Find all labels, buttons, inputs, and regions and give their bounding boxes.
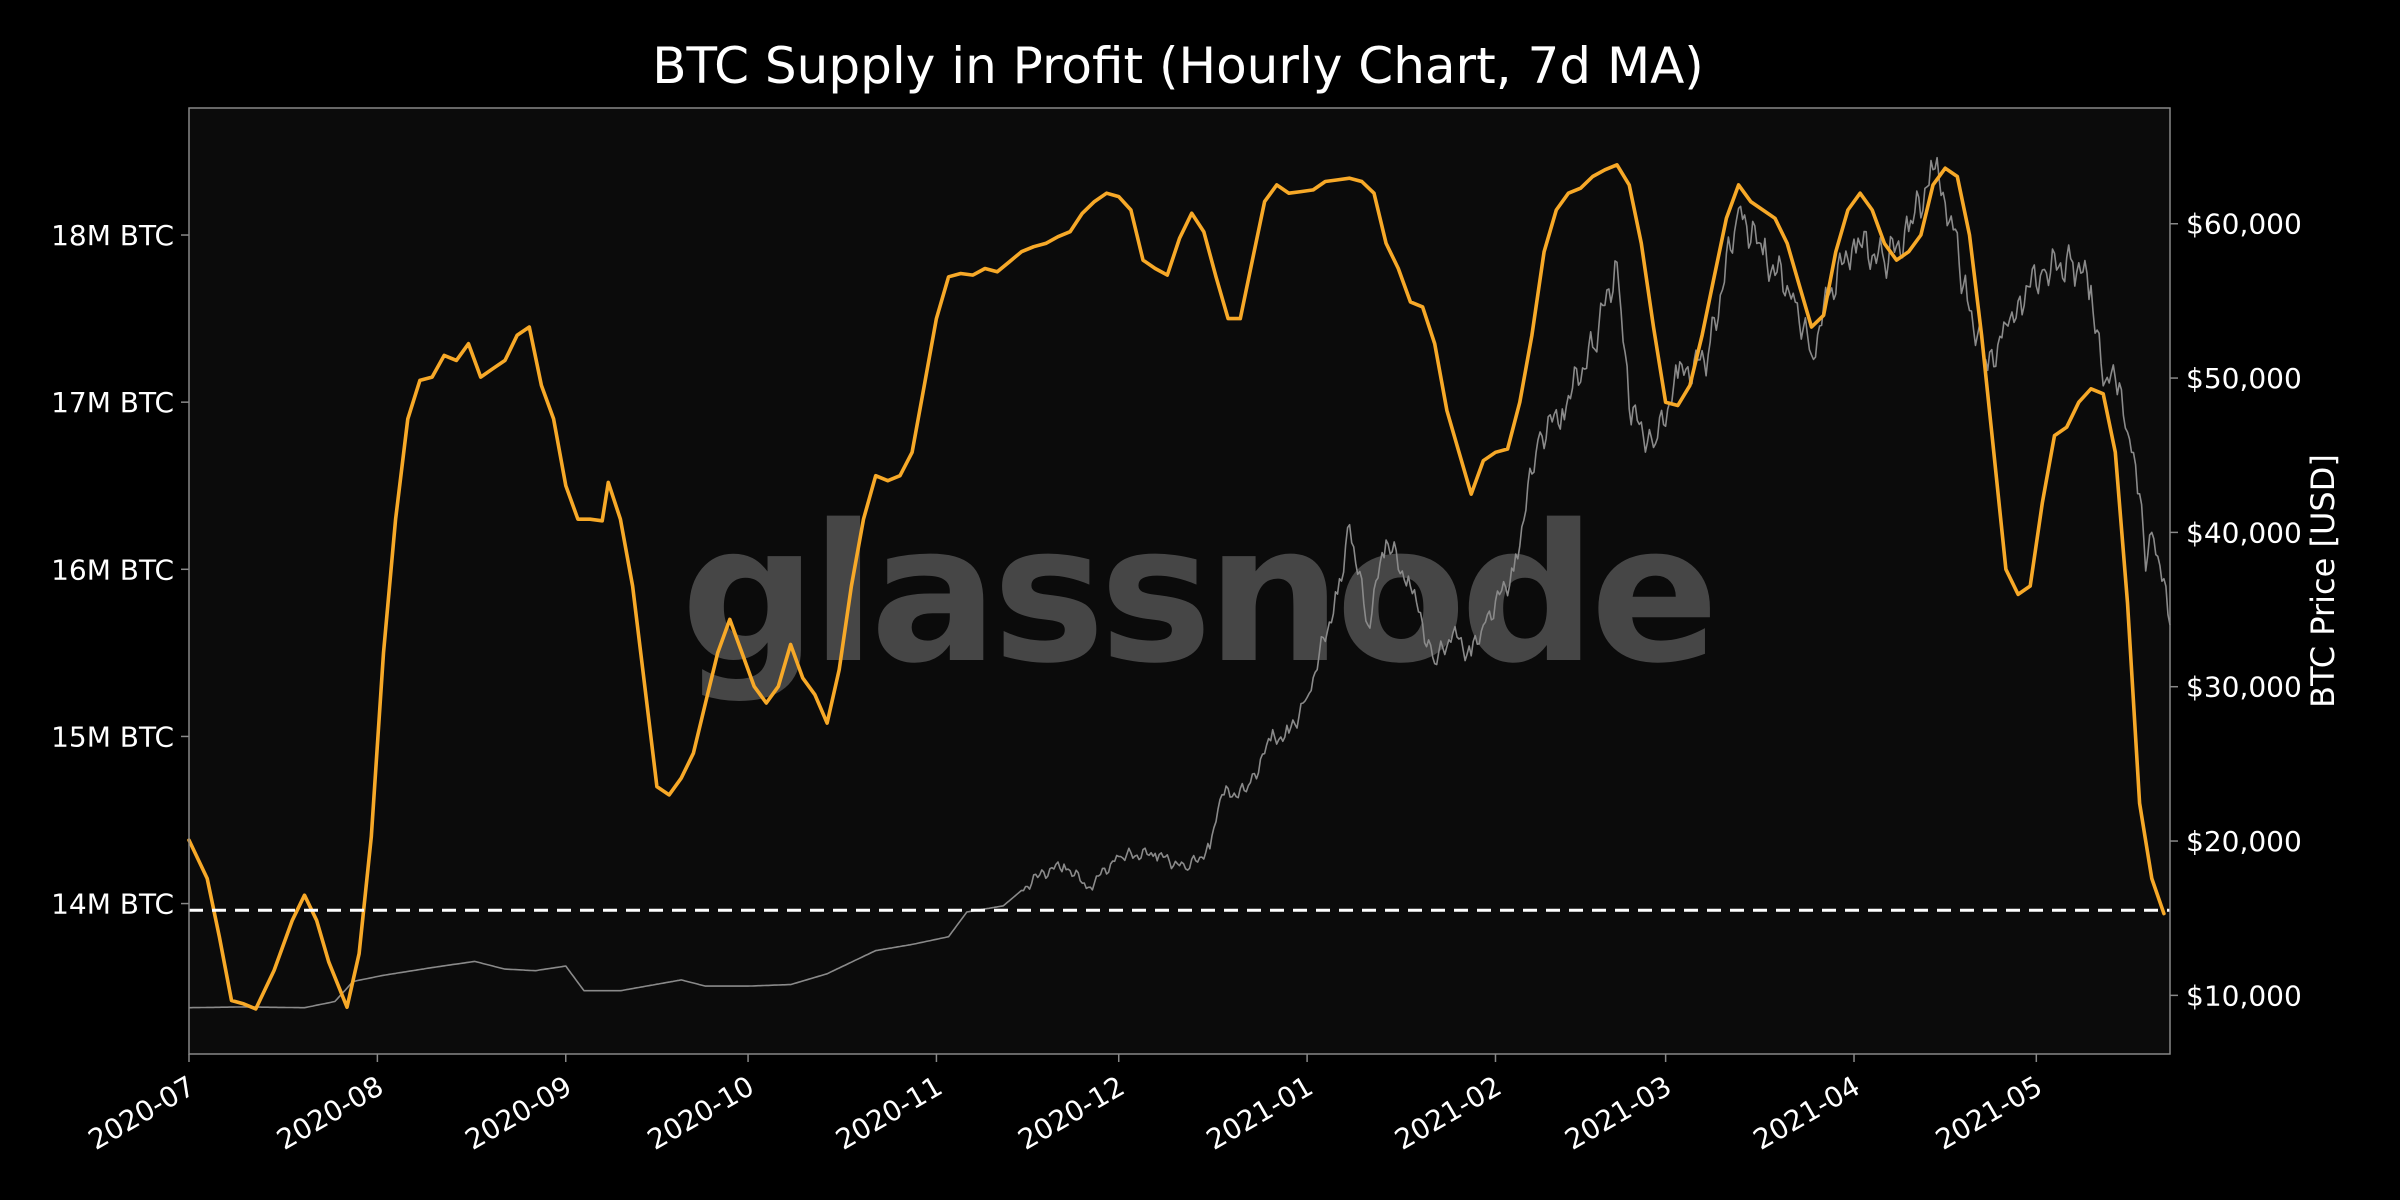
right-tick-label: $20,000: [2186, 825, 2302, 858]
plot-area: [189, 108, 2170, 1054]
right-tick-label: $60,000: [2186, 208, 2302, 241]
price-line: [189, 156, 2171, 1009]
price-series-layer: [189, 156, 2171, 1009]
right-tick-label: $40,000: [2186, 516, 2302, 549]
left-tick-label: 15M BTC: [51, 720, 174, 753]
plot-frame: [188, 107, 2171, 1055]
chart-title: BTC Supply in Profit (Hourly Chart, 7d M…: [652, 37, 1704, 95]
left-tick-label: 16M BTC: [51, 553, 174, 586]
supply-series-layer: [187, 163, 2166, 1011]
right-tick-label: $50,000: [2186, 362, 2302, 395]
left-axis: 14M BTC 15M BTC 16M BTC 17M BTC 18M BTC: [51, 219, 189, 921]
supply-line: [187, 163, 2166, 1011]
right-tick-label: $30,000: [2186, 671, 2302, 704]
right-axis-label: BTC Price [USD]: [2304, 454, 2342, 708]
left-tick-label: 17M BTC: [51, 386, 174, 419]
left-tick-label: 18M BTC: [51, 219, 174, 252]
right-axis: $10,000 $20,000 $30,000 $40,000 $50,000 $60,0…: [2170, 208, 2302, 1012]
left-tick-label: 14M BTC: [51, 888, 174, 921]
right-tick-label: $10,000: [2186, 979, 2302, 1012]
watermark-logo: glassnode: [681, 484, 1713, 705]
